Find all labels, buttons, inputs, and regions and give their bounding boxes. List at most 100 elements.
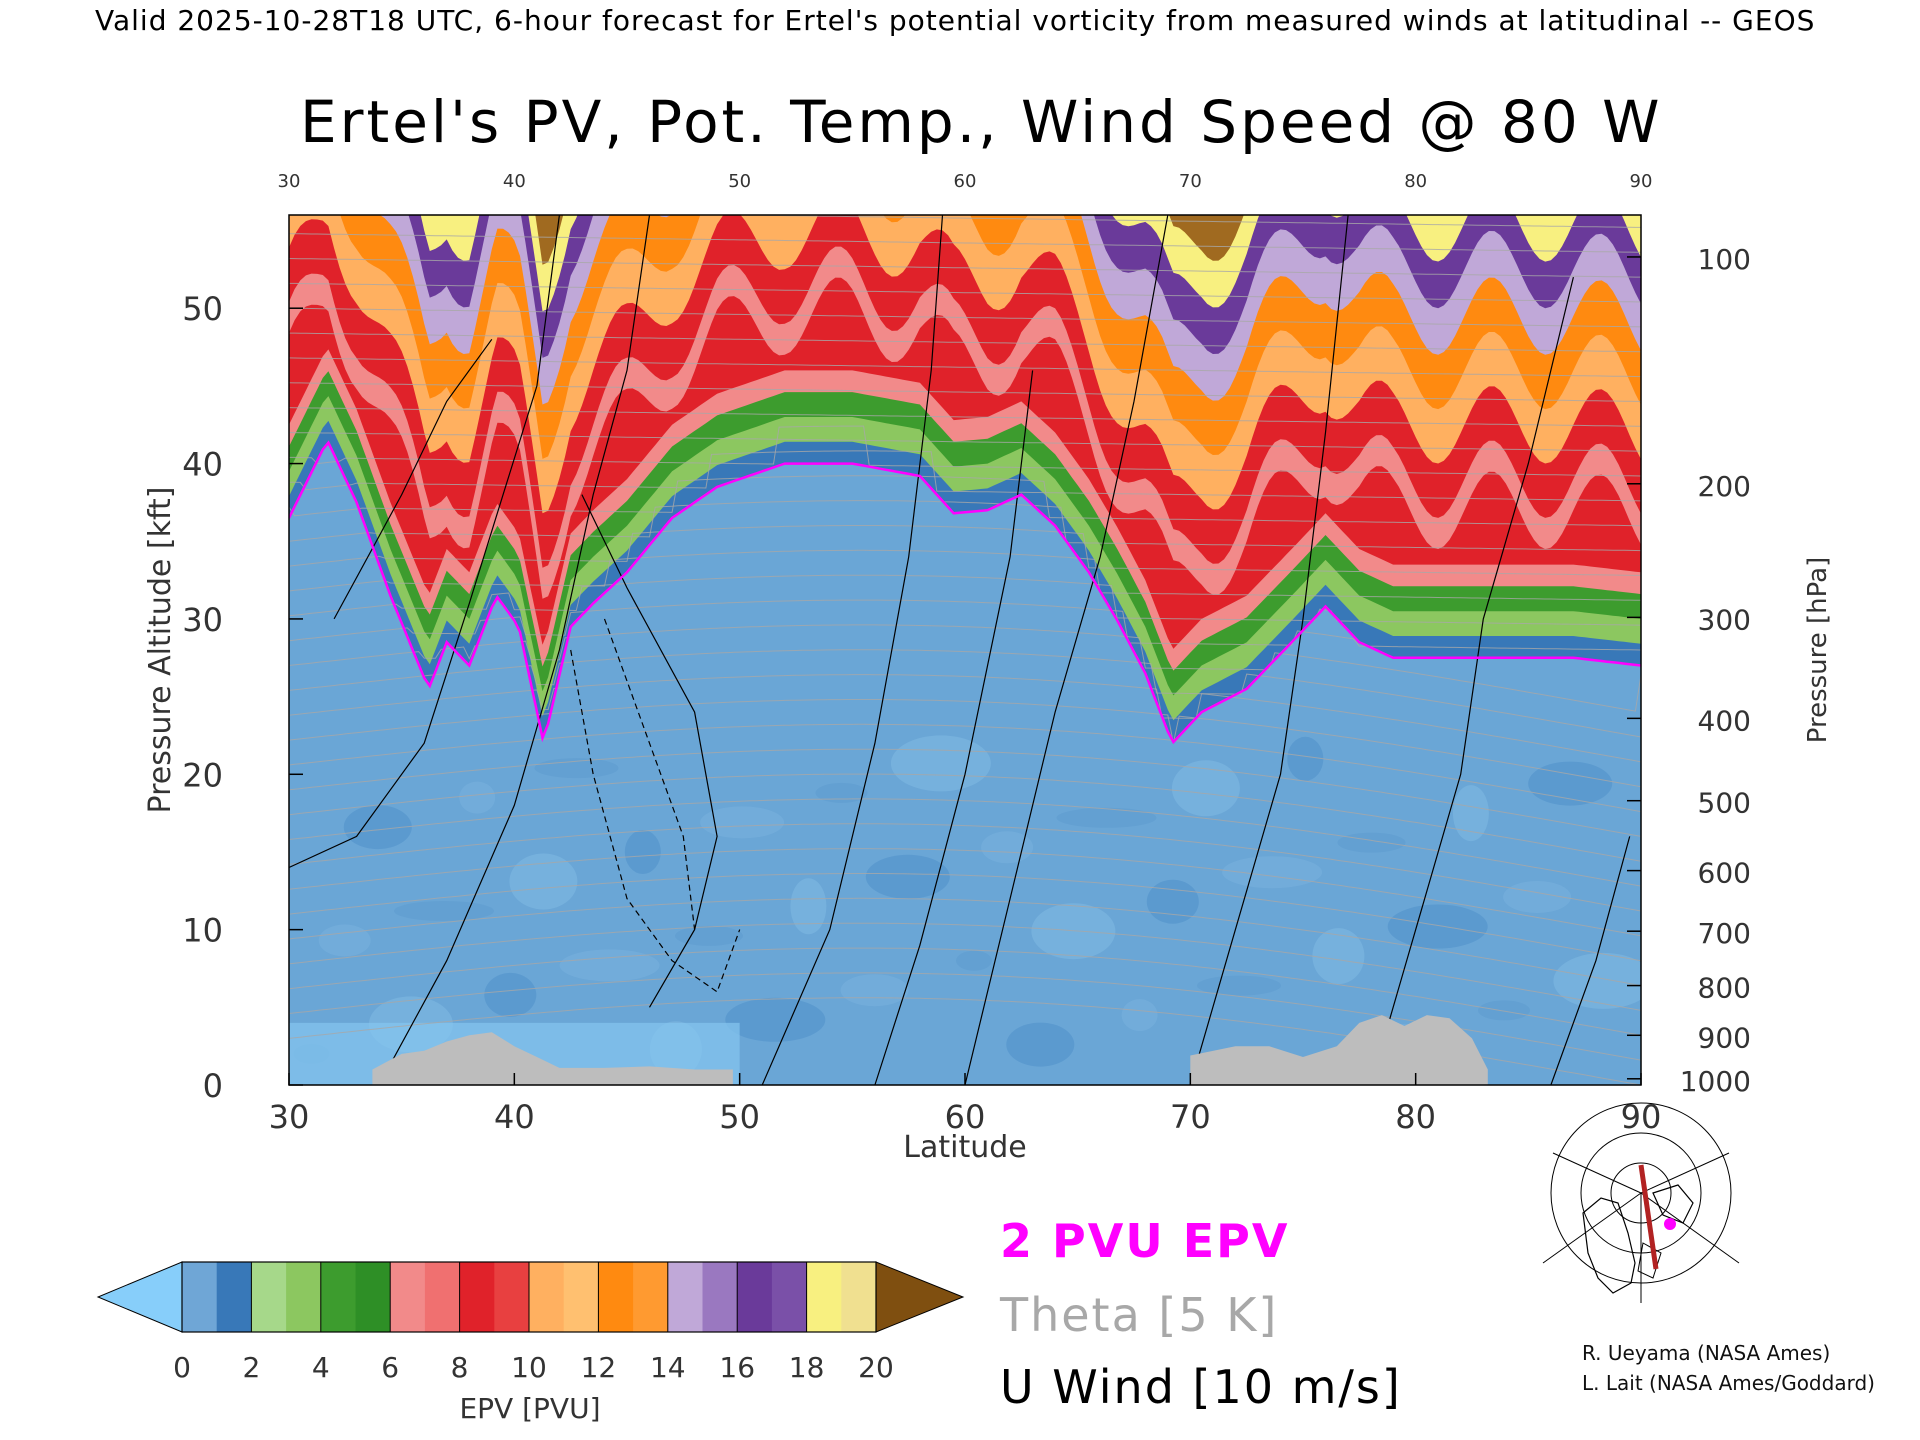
x-tick-label: 80 — [1395, 1098, 1436, 1136]
texture-blob — [1503, 881, 1572, 913]
theta-contour — [289, 475, 1641, 527]
theta-contour — [289, 432, 1641, 452]
u-wind-contour — [1189, 215, 1349, 1085]
texture-blob — [675, 925, 743, 946]
x-tick-label: 50 — [719, 1098, 760, 1136]
texture-blob — [394, 901, 494, 921]
colorbar: 0 2 4 6 8 10 12 14 16 18 20 — [96, 1261, 965, 1384]
texture-blob — [1553, 952, 1641, 1009]
top-x-tick-label: 40 — [503, 171, 526, 192]
plot-area — [289, 215, 1641, 1085]
u-wind-contour — [289, 215, 560, 869]
legend-wind: U Wind [10 m/s] — [1000, 1360, 1402, 1414]
y-tick-label: 30 — [182, 601, 223, 639]
colorbar-tick-label: 18 — [789, 1351, 825, 1384]
stratosphere-pv-bands — [289, 215, 1641, 742]
theta-contour — [289, 599, 1641, 651]
colorbar-swatch — [737, 1262, 773, 1332]
theta-contour — [289, 215, 1641, 228]
theta-contour — [289, 699, 1641, 788]
texture-blob — [1287, 736, 1324, 781]
colorbar-swatch — [459, 1262, 495, 1332]
texture-blob — [890, 735, 991, 792]
colorbar-tick-label: 0 — [173, 1351, 191, 1384]
theta-contour — [289, 574, 1641, 626]
colorbar-tick-label: 6 — [381, 1351, 399, 1384]
x-tick-label: 60 — [945, 1098, 986, 1136]
theta-contour — [289, 798, 1641, 887]
y2-axis-label: Pressure [hPa] — [1803, 557, 1833, 744]
credit-line-2: L. Lait (NASA Ames/Goddard) — [1582, 1371, 1875, 1395]
top-x-tick-label: 30 — [278, 171, 301, 192]
pressure-tick-label: 200 — [1698, 470, 1751, 503]
inset-map — [1542, 1102, 1740, 1303]
colorbar-swatch — [841, 1262, 877, 1332]
pressure-tick-label: 300 — [1698, 603, 1751, 636]
colorbar-tick-label: 20 — [858, 1351, 894, 1384]
y-tick-label: 10 — [182, 912, 223, 950]
pressure-tick-label: 900 — [1698, 1021, 1751, 1054]
texture-blob — [318, 924, 371, 957]
texture-blob — [1452, 785, 1489, 842]
texture-blob — [1031, 903, 1116, 960]
colorbar-tick-label: 12 — [581, 1351, 617, 1384]
y-tick-label: 50 — [182, 290, 223, 328]
colorbar-swatch — [286, 1262, 322, 1332]
theta-contour — [289, 922, 1641, 1011]
theta-contour — [289, 549, 1641, 601]
texture-blob — [1056, 807, 1157, 828]
pressure-tick-label: 400 — [1698, 704, 1751, 737]
colorbar-swatch — [424, 1262, 461, 1332]
colorbar-swatch — [702, 1262, 738, 1332]
pressure-tick-label: 600 — [1698, 857, 1751, 890]
texture-blob — [1337, 832, 1406, 853]
top-x-tick-label: 70 — [1179, 171, 1202, 192]
texture-blob — [725, 997, 826, 1042]
top-x-tick-label: 80 — [1404, 171, 1427, 192]
u-wind-negative-contour — [570, 649, 741, 993]
pressure-tick-label: 800 — [1698, 972, 1751, 1005]
colorbar-swatch — [529, 1262, 565, 1332]
texture-blob — [559, 949, 660, 982]
colorbar-under-arrow — [96, 1261, 183, 1333]
texture-blob — [700, 806, 785, 839]
pv-band — [408, 215, 1641, 358]
colorbar-swatch — [771, 1262, 808, 1332]
colorbar-swatch — [320, 1262, 356, 1332]
colorbar-swatch — [494, 1262, 530, 1332]
colorbar-frame — [181, 1261, 877, 1333]
colorbar-swatch — [216, 1262, 252, 1332]
texture-blob — [1387, 904, 1488, 949]
u-wind-contours — [289, 215, 1631, 1085]
texture-blob — [484, 972, 537, 1017]
theta-contour — [289, 233, 1641, 253]
texture-blob — [790, 878, 827, 935]
texture-blob — [1478, 1000, 1530, 1021]
epv-2pvu-contour — [289, 440, 1641, 745]
u-wind-contour — [581, 494, 718, 1008]
theta-contour — [289, 407, 1641, 427]
colorbar-tick-label: 4 — [312, 1351, 330, 1384]
right-axis-ticks: 100 200 300 400 500 600 700 800 900 1000 — [1627, 243, 1751, 1098]
texture-blob — [956, 950, 992, 971]
legend-theta: Theta [5 K] — [1000, 1288, 1279, 1342]
colorbar-swatch — [667, 1262, 703, 1332]
credit-line-1: R. Ueyama (NASA Ames) — [1582, 1341, 1831, 1365]
header-text: Valid 2025-10-28T18 UTC, 6-hour forecast… — [95, 4, 1816, 37]
theta-contour — [289, 624, 1641, 712]
texture-blob — [1222, 856, 1323, 889]
chart-title: Ertel's PV, Pot. Temp., Wind Speed @ 80 … — [300, 88, 1663, 156]
colorbar-swatch — [390, 1262, 426, 1332]
colorbar-tick-label: 14 — [650, 1351, 686, 1384]
top-x-tick-label: 50 — [728, 171, 751, 192]
y-tick-label: 40 — [182, 446, 223, 484]
theta-contour — [289, 382, 1641, 402]
pv-band — [380, 215, 1641, 405]
colorbar-swatch — [806, 1262, 842, 1332]
u-wind-contour — [1550, 836, 1631, 1085]
u-wind-contour — [378, 215, 651, 1085]
theta-contour — [289, 357, 1641, 378]
theta-contour — [289, 258, 1641, 278]
y-tick-label: 0 — [203, 1067, 223, 1105]
